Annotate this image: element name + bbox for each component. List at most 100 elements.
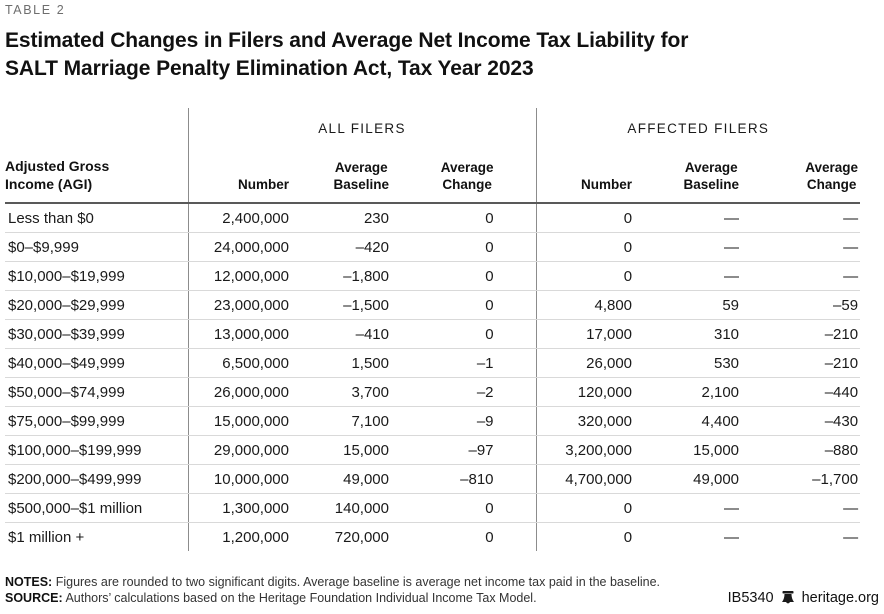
page-title: Estimated Changes in Filers and Average … [5,27,879,82]
affected-baseline-cell: — [636,203,743,234]
all-change-cell: 0 [392,493,537,524]
table-row: $0–$9,999 24,000,000 –420 0 0— — [5,232,861,263]
column-header-agi: Adjusted Gross Income (AGI) [5,148,189,205]
all-baseline-cell: 3,700 [292,377,392,408]
all-number-cell: 1,300,000 [188,493,292,524]
all-number-cell: 24,000,000 [188,232,292,263]
all-number-cell: 26,000,000 [188,377,292,408]
agi-cell: $40,000–$49,999 [5,348,189,379]
all-change-cell: 0 [392,290,537,321]
all-baseline-cell: 230 [292,203,392,234]
affected-change-cell: — [742,232,861,263]
all-baseline-cell: 1,500 [292,348,392,379]
table-row: $1 million +1,200,000 720,000 0 0— — [5,522,860,552]
affected-number-cell: 0 [536,261,637,292]
all-number-cell: 13,000,000 [188,319,292,350]
all-change-cell: 0 [392,319,537,350]
notes-text: Figures are rounded to two significant d… [52,575,661,589]
group-header-affected-filers: AFFECTED FILERS [627,120,770,136]
estimates-table: ALL FILERS AFFECTED FILERS Adjusted Gros… [5,108,861,552]
affected-change-cell: –59 [742,290,861,321]
table-body: Less than $0 2,400,000 230 0 0— — $0–$9,999 24,… [5,203,861,552]
all-number-cell: 12,000,000 [188,261,292,292]
all-change-cell: –9 [392,406,537,437]
doc-id: IB5340 [727,590,774,606]
affected-number-cell: 4,800 [536,290,637,321]
all-baseline-cell: –420 [292,232,392,263]
notes-line: NOTES: Figures are rounded to two signif… [5,574,660,590]
agi-cell: $200,000–$499,999 [5,464,189,495]
column-header-all-change: Average Change [392,148,537,205]
agi-cell: $100,000–$199,999 [5,435,189,466]
affected-number-cell: 0 [623,528,633,546]
affected-number-cell: 3,200,000 [536,435,637,466]
agi-cell: $30,000–$39,999 [5,319,189,350]
title-line-2: SALT Marriage Penalty Elimination Act, T… [5,56,534,80]
all-change-cell: –2 [392,377,537,408]
source-text: Authors’ calculations based on the Herit… [62,591,537,605]
source-line: SOURCE: Authors’ calculations based on t… [5,590,660,606]
all-change-cell: –810 [392,464,537,495]
all-change-cell: 0 [392,203,537,234]
affected-baseline-cell: 530 [636,348,743,379]
affected-number-cell: 120,000 [536,377,637,408]
affected-change-cell: — [742,261,861,292]
agi-cell: $1 million + [5,522,189,552]
all-baseline-cell: 49,000 [292,464,392,495]
all-change-cell: –97 [392,435,537,466]
table-number-label: TABLE 2 [5,3,66,17]
affected-baseline-cell: — [636,493,743,524]
table-row: $100,000–$199,999 29,000,000 15,000 –97 3,20… [5,435,861,466]
all-change-cell: –1 [392,348,537,379]
all-number-cell: 1,200,000 [222,528,289,546]
table-row: $75,000–$99,999 15,000,000 7,100 –9 320,000 4… [5,406,861,437]
all-change-cell: 0 [392,232,537,263]
column-header-all-baseline: Average Baseline [292,148,392,205]
affected-baseline-cell: — [724,528,740,546]
column-header-affected-baseline: Average Baseline [636,148,743,205]
column-header-row: Adjusted Gross Income (AGI) Number Avera… [5,148,861,205]
column-header-all-number: Number [188,148,292,205]
affected-baseline-cell: 59 [636,290,743,321]
brand-line: IB5340 heritage.org [728,590,879,606]
table-row: $50,000–$74,999 26,000,000 3,700 –2 120,000 2… [5,377,861,408]
affected-change-cell: — [843,528,859,546]
table-row: $200,000–$499,999 10,000,000 49,000 –810 4,7… [5,464,861,495]
affected-change-cell: — [742,203,861,234]
table-row: $30,000–$39,999 13,000,000 –410 0 17,000 310–… [5,319,861,350]
all-baseline-cell: 7,100 [292,406,392,437]
affected-baseline-cell: 4,400 [636,406,743,437]
affected-number-cell: 320,000 [536,406,637,437]
affected-baseline-cell: 310 [636,319,743,350]
affected-change-cell: –210 [742,348,861,379]
table-row: $10,000–$19,999 12,000,000 –1,800 0 0— — [5,261,861,292]
agi-cell: $10,000–$19,999 [5,261,189,292]
affected-baseline-cell: — [636,232,743,263]
site-link[interactable]: heritage.org [801,590,879,606]
all-baseline-cell: –1,800 [292,261,392,292]
agi-cell: $50,000–$74,999 [5,377,189,408]
group-header-row: ALL FILERS AFFECTED FILERS [5,108,860,149]
group-header-spacer [5,108,189,149]
affected-change-cell: –880 [742,435,861,466]
all-number-cell: 29,000,000 [188,435,292,466]
all-number-cell: 6,500,000 [188,348,292,379]
all-number-cell: 23,000,000 [188,290,292,321]
affected-baseline-cell: 15,000 [636,435,743,466]
affected-number-cell: 0 [536,203,637,234]
footnotes: NOTES: Figures are rounded to two signif… [5,574,660,606]
table-row: $40,000–$49,999 6,500,000 1,500 –1 26,000 530… [5,348,861,379]
agi-cell: $500,000–$1 million [5,493,189,524]
all-baseline-cell: –410 [292,319,392,350]
agi-cell: $20,000–$29,999 [5,290,189,321]
affected-baseline-cell: 49,000 [636,464,743,495]
notes-label: NOTES: [5,575,53,589]
agi-cell: Less than $0 [5,203,189,234]
affected-number-cell: 0 [536,232,637,263]
table-row: $500,000–$1 million 1,300,000 140,000 0 0— — [5,493,861,524]
agi-cell: $0–$9,999 [5,232,189,263]
affected-change-cell: –1,700 [742,464,861,495]
column-header-affected-number: Number [536,148,637,205]
all-number-cell: 2,400,000 [188,203,292,234]
